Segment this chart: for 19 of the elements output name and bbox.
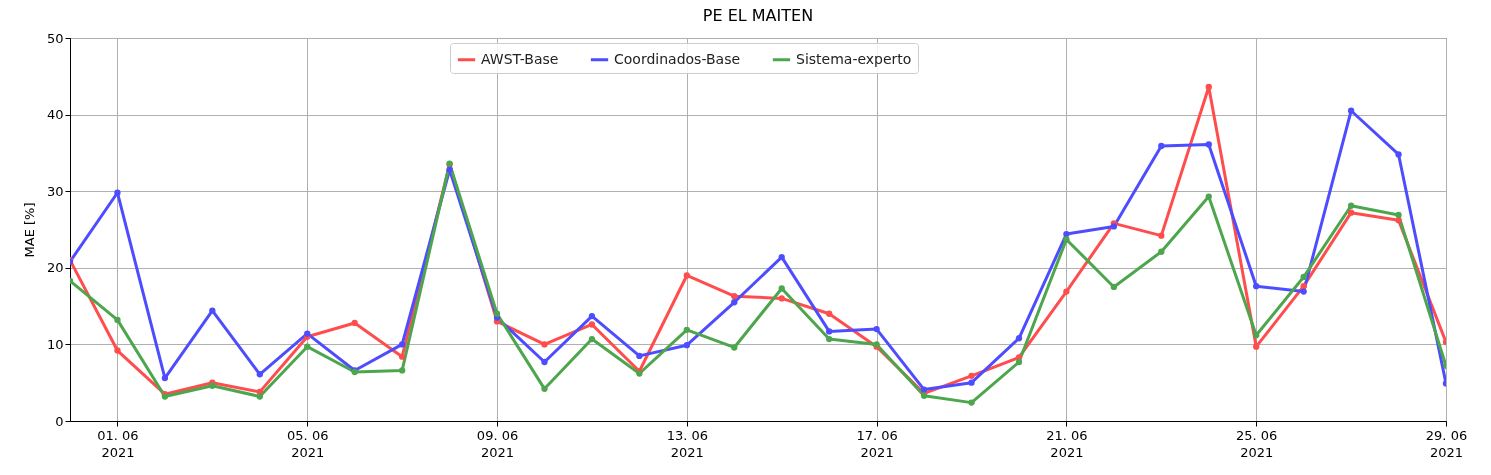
x-tick-label: 21. 06 2021 bbox=[1046, 427, 1088, 460]
x-tick-label: 13. 06 2021 bbox=[666, 427, 709, 460]
x-tick-label: 17. 06 2021 bbox=[856, 427, 898, 460]
x-tick-label: 29. 06 2021 bbox=[1425, 427, 1468, 460]
legend-label: Coordinados-Base bbox=[614, 50, 741, 67]
y-tick-label: 40 bbox=[46, 107, 64, 123]
y-tick-label: 20 bbox=[46, 260, 64, 276]
y-axis-title: MAE [%] bbox=[21, 202, 37, 258]
chart-title: PE EL MAITEN bbox=[702, 6, 814, 25]
y-tick-label: 10 bbox=[46, 336, 64, 352]
legend-label: AWST-Base bbox=[481, 50, 559, 67]
y-tick-label: 50 bbox=[46, 30, 64, 46]
x-tick-label: 09. 06 2021 bbox=[476, 427, 519, 460]
y-tick-label: 30 bbox=[46, 183, 64, 199]
legend-label: Sistema-experto bbox=[796, 50, 912, 67]
y-tick-label: 0 bbox=[55, 413, 64, 429]
x-tick-label: 25. 06 2021 bbox=[1236, 427, 1278, 460]
x-tick-label: 05. 06 2021 bbox=[287, 427, 329, 460]
x-tick-label: 01. 06 2021 bbox=[97, 427, 139, 460]
